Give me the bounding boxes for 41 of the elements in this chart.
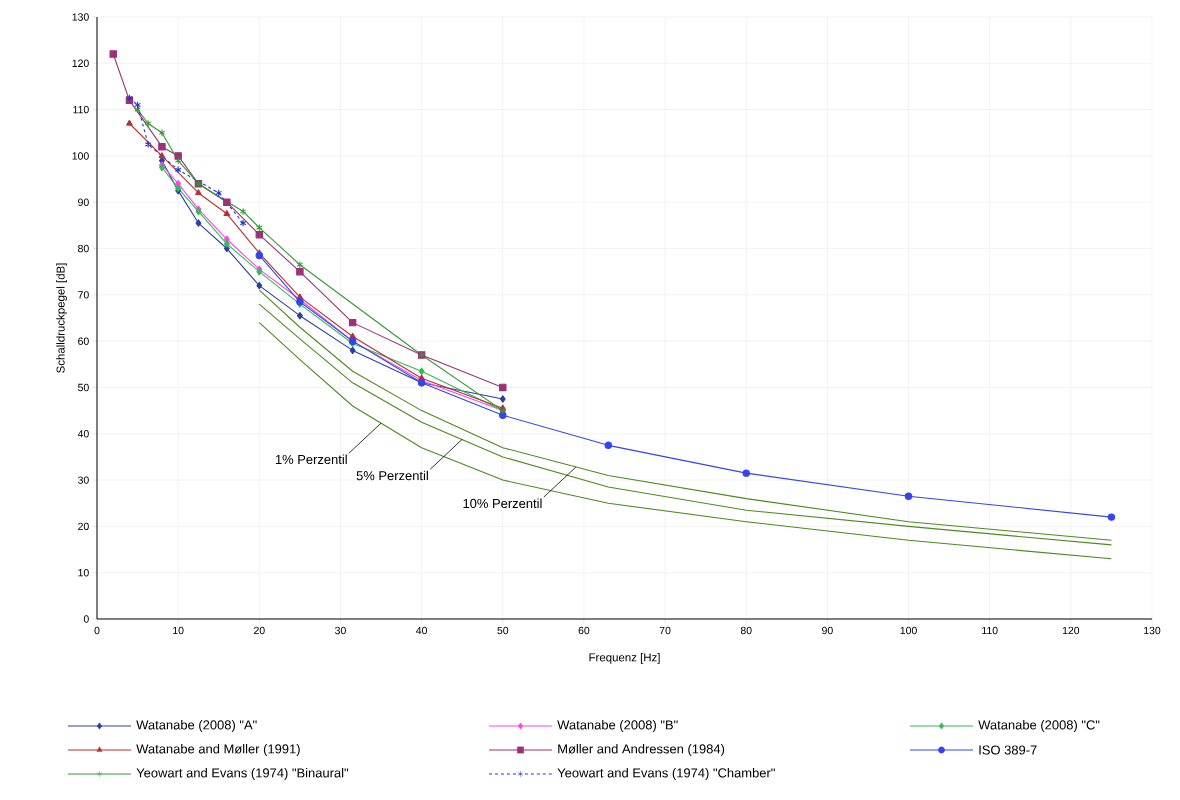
x-tick-label: 50	[497, 626, 509, 635]
x-tick-label: 0	[94, 626, 100, 635]
y-tick-label: 110	[73, 105, 89, 114]
legend-label: ISO 389-7	[979, 745, 1037, 755]
y-axis-title: Schalldruckpegel [dB]	[56, 263, 67, 373]
x-tick-label: 60	[578, 626, 590, 635]
legend-label: Møller and Andressen (1984)	[558, 743, 725, 757]
y-tick-label: 120	[72, 59, 89, 68]
legend-label: Watanabe (2008) "B"	[557, 719, 678, 733]
y-tick-label: 20	[78, 522, 89, 531]
x-tick-label: 40	[416, 626, 428, 635]
y-tick-label: 30	[77, 476, 89, 484]
y-tick-label: 80	[78, 244, 89, 253]
x-tick-label: 100	[900, 626, 917, 635]
y-tick-label: 130	[72, 13, 89, 21]
x-tick-label: 30	[335, 626, 346, 635]
x-tick-label: 120	[1062, 626, 1080, 635]
y-tick-label: 90	[78, 198, 89, 206]
x-tick-label: 130	[1144, 626, 1161, 635]
y-tick-label: 100	[72, 152, 89, 160]
x-tick-label: 90	[822, 626, 833, 635]
y-tick-label: 40	[77, 430, 89, 438]
x-tick-label: 20	[254, 626, 265, 635]
x-tick-label: 110	[982, 626, 998, 635]
legend-label: Yeowart and Evans (1974) "Binaural"	[136, 767, 349, 781]
legend-label: Watanabe (2008) "A"	[136, 719, 257, 733]
x-tick-label: 80	[740, 626, 752, 635]
annotation: 10% Perzentil	[463, 498, 542, 509]
annotation: 5% Perzentil	[356, 470, 428, 481]
annotation: 1% Perzentil	[275, 454, 347, 465]
y-tick-label: 70	[78, 291, 89, 299]
y-tick-label: 0	[83, 615, 89, 623]
y-tick-label: 10	[78, 568, 89, 577]
x-tick-label: 10	[173, 626, 184, 635]
legend-label: Yeowart and Evans (1974) "Chamber"	[557, 767, 775, 781]
x-tick-label: 70	[659, 626, 671, 635]
y-tick-label: 50	[78, 383, 89, 392]
y-tick-label: 60	[78, 337, 89, 345]
legend-label: Watanabe and Møller (1991)	[136, 743, 300, 757]
x-axis-title: Frequenz [Hz]	[589, 653, 660, 664]
legend-label: Watanabe (2008) "C"	[978, 719, 1100, 733]
